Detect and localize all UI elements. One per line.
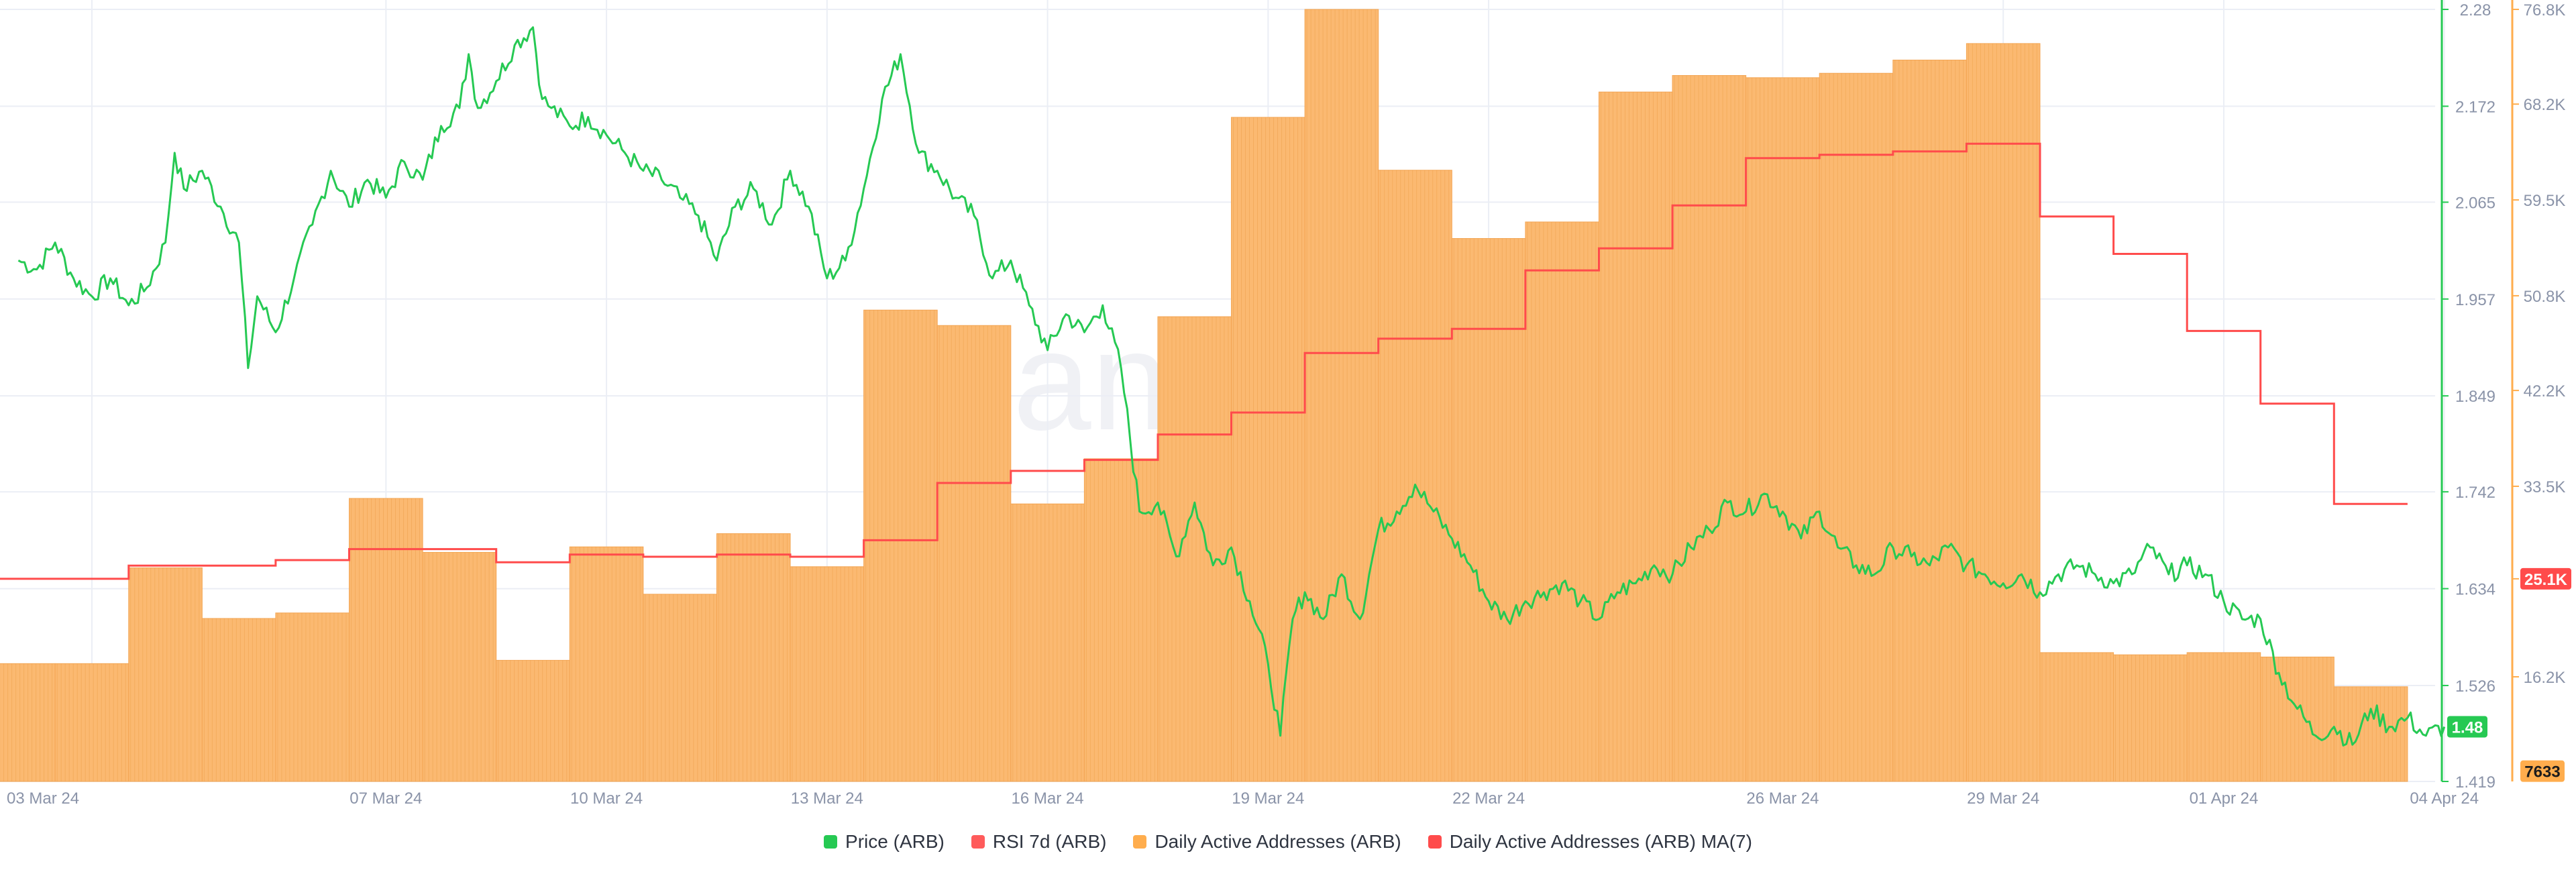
daa-last-badge-bg [2520,760,2565,782]
daa-bar [422,551,497,782]
daa-bar [349,498,423,782]
axes-layer: 2.28 2.172 2.065 1.957 1.849 1.742 1.634 1.526 1… [7,0,2571,808]
price-axis-label: 2.28 [2460,1,2491,19]
daa-bar [2039,652,2114,782]
daa-ma-last-badge-bg [2520,567,2571,590]
x-axis-label: 26 Mar 24 [1746,789,1819,808]
daa-bar [1525,221,1599,782]
daa-bar [1378,170,1452,782]
daa-axis-label: 42.2K [2524,382,2566,400]
daa-bar [1819,72,1894,782]
price-last-badge-text: 1.48 [2452,718,2483,737]
daa-ma-last-badge-text: 25.1K [2524,571,2568,589]
daa-bar [790,566,865,782]
daa-bar [643,594,717,782]
price-axis-label: 1.526 [2455,677,2496,696]
daa-bar [2113,654,2188,782]
daa-bar [2333,686,2408,782]
daa-bar [275,612,350,782]
x-axis-label: 10 Mar 24 [570,789,643,808]
daa-axis-label: 33.5K [2524,478,2566,496]
chart-svg: santiment 2.282.1722.0651.9571.8491.7421… [0,0,2571,808]
daa-bar [2260,656,2334,782]
price-line [17,26,2446,747]
daa-ma-last-badge: 25.1K [2520,567,2571,590]
daa-axis-label: 68.2K [2524,96,2566,114]
daa-bar [0,663,56,782]
legend-label-price: Price (ARB) [845,831,945,852]
legend-swatch-rsi [971,835,985,849]
x-axis-label: 22 Mar 24 [1452,789,1525,808]
daa-bar [128,567,203,782]
legend-swatch-daa-ma [1428,835,1442,849]
daa-last-badge-text: 7633 [2524,763,2560,781]
daa-axis-label: 59.5K [2524,192,2566,210]
daa-bar [569,546,644,782]
daa-bar [1672,75,1747,782]
daa-bar [1010,503,1085,782]
daa-bar [2186,652,2261,782]
price-axis-label: 1.957 [2455,291,2496,309]
price-axis-label: 1.849 [2455,388,2496,406]
x-axis-label: 03 Mar 24 [7,789,79,808]
legend-item-rsi[interactable]: RSI 7d (ARB) [971,831,1107,853]
x-axis-label: 29 Mar 24 [1967,789,2039,808]
legend-item-daa-ma[interactable]: Daily Active Addresses (ARB) MA(7) [1428,831,1752,853]
price-axis-label: 1.634 [2455,581,2496,599]
x-axis-label: 16 Mar 24 [1012,789,1084,808]
legend-label-daa: Daily Active Addresses (ARB) [1155,831,1401,852]
legend: Price (ARB) RSI 7d (ARB) Daily Active Ad… [0,825,2576,859]
price-axis-label: 1.742 [2455,484,2496,502]
daa-axis-label: 50.8K [2524,288,2566,306]
daa-bar [1966,43,2041,782]
price-axis-label: 2.065 [2455,194,2496,212]
legend-label-daa-ma: Daily Active Addresses (ARB) MA(7) [1449,831,1752,852]
daa-bar [1598,91,1673,782]
x-axis-label: 04 Apr 24 [2410,789,2479,808]
daa-bar [1157,316,1232,782]
legend-label-rsi: RSI 7d (ARB) [992,831,1107,852]
daa-bar [863,309,938,782]
x-axis-label: 07 Mar 24 [350,789,422,808]
price-last-badge: 1.48 [2447,716,2487,738]
price-last-badge-bg [2447,716,2487,738]
daa-last-badge: 7633 [2520,760,2565,782]
legend-item-daa[interactable]: Daily Active Addresses (ARB) [1133,831,1401,853]
daa-bar [936,325,1012,782]
daily-active-addresses-ma-line [0,142,2408,580]
daa-bar [1892,60,1967,782]
daa-ma-line [0,142,2408,580]
price-axis-label: 2.172 [2455,98,2496,116]
price-series-line [17,26,2446,747]
x-axis-label: 01 Apr 24 [2190,789,2259,808]
daa-bar [1746,77,1820,782]
daa-bar [1304,9,1379,782]
daa-axis-label: 76.8K [2524,1,2566,19]
daa-bar-texture [0,9,2405,781]
x-axis-label: 13 Mar 24 [791,789,863,808]
daa-bar [201,618,276,782]
daa-bar [496,659,570,782]
daily-active-addresses-bars [0,9,2408,782]
daa-axis-label: 16.2K [2524,669,2566,687]
legend-item-price[interactable]: Price (ARB) [824,831,945,853]
x-axis-label: 19 Mar 24 [1232,789,1304,808]
legend-swatch-daa [1133,835,1147,849]
daa-bar [716,533,791,782]
legend-swatch-price [824,835,838,849]
price-axis-label: 1.419 [2455,773,2496,792]
